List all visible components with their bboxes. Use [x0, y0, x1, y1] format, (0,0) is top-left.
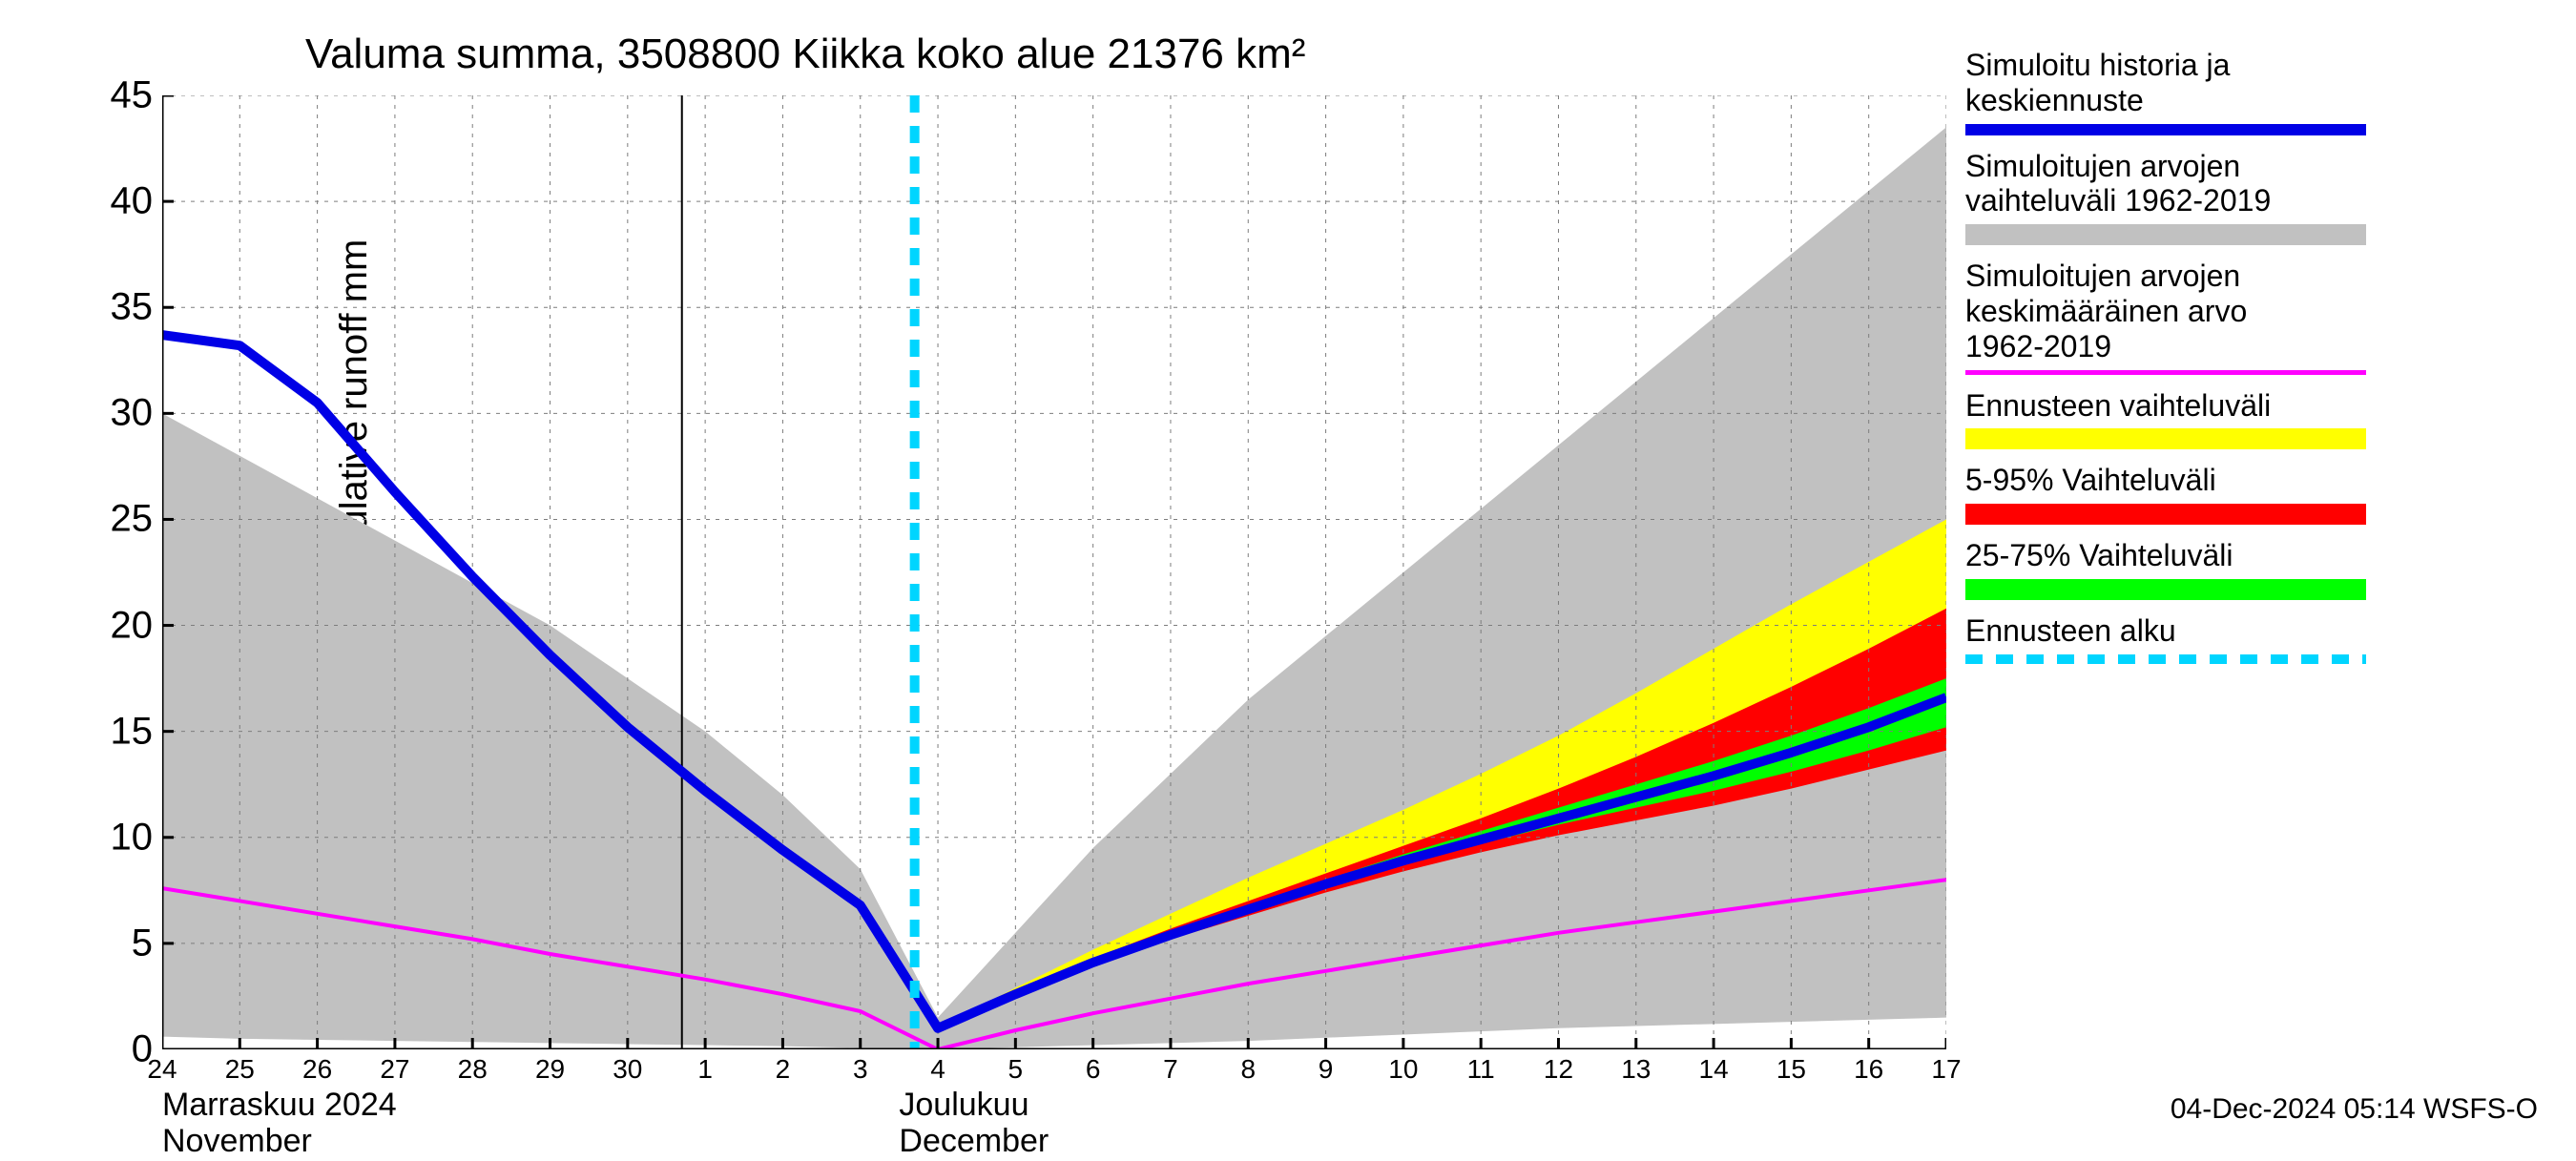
legend-item: Ennusteen alku	[1965, 613, 2557, 664]
y-tick-label: 25	[111, 498, 154, 541]
legend-item: Simuloitujen arvojenkeskimääräinen arvo …	[1965, 259, 2557, 374]
x-tick-label: 9	[1319, 1054, 1334, 1085]
y-tick-label: 5	[132, 922, 153, 964]
timestamp-label: 04-Dec-2024 05:14 WSFS-O	[2171, 1093, 2538, 1126]
y-tick-label: 15	[111, 710, 154, 753]
legend-label: Ennusteen alku	[1965, 613, 2557, 649]
legend-label: Simuloitujen arvojenvaihteluväli 1962-20…	[1965, 149, 2557, 219]
x-tick-label: 30	[613, 1054, 642, 1085]
plot-area	[162, 95, 1946, 1049]
legend-swatch	[1965, 504, 2366, 525]
legend-swatch	[1965, 124, 2366, 135]
legend-label: 5-95% Vaihteluväli	[1965, 463, 2557, 498]
x-tick-label: 29	[535, 1054, 565, 1085]
y-tick-label: 45	[111, 74, 154, 117]
x-tick-label: 24	[147, 1054, 177, 1085]
x-tick-label: 14	[1699, 1054, 1729, 1085]
legend-label: Simuloitujen arvojenkeskimääräinen arvo …	[1965, 259, 2557, 363]
x-tick-label: 28	[458, 1054, 488, 1085]
y-tick-label: 40	[111, 180, 154, 223]
legend-swatch	[1965, 428, 2366, 449]
legend-swatch	[1965, 370, 2366, 375]
month-label-top: Marraskuu 2024	[162, 1086, 397, 1125]
x-tick-label: 17	[1931, 1054, 1961, 1085]
x-tick-label: 13	[1621, 1054, 1651, 1085]
legend-item: 5-95% Vaihteluväli	[1965, 463, 2557, 525]
x-tick-label: 3	[853, 1054, 868, 1085]
legend-label: Simuloitu historia jakeskiennuste	[1965, 48, 2557, 118]
y-tick-label: 10	[111, 816, 154, 859]
x-tick-label: 10	[1388, 1054, 1418, 1085]
x-tick-label: 1	[697, 1054, 713, 1085]
y-tick-label: 30	[111, 392, 154, 435]
legend-swatch	[1965, 224, 2366, 245]
x-tick-label: 25	[225, 1054, 255, 1085]
x-tick-label: 7	[1163, 1054, 1178, 1085]
plot-svg	[162, 95, 1946, 1049]
legend-item: Ennusteen vaihteluväli	[1965, 388, 2557, 450]
legend-item: Simuloitujen arvojenvaihteluväli 1962-20…	[1965, 149, 2557, 246]
legend-swatch	[1965, 654, 2366, 664]
x-tick-label: 8	[1240, 1054, 1256, 1085]
chart-title: Valuma summa, 3508800 Kiikka koko alue 2…	[305, 31, 1305, 78]
legend: Simuloitu historia jakeskiennuste Simuloi…	[1965, 48, 2557, 677]
legend-item: Simuloitu historia jakeskiennuste	[1965, 48, 2557, 135]
chart-canvas: Valuma summa, 3508800 Kiikka koko alue 2…	[0, 0, 2576, 1145]
x-tick-label: 4	[930, 1054, 945, 1085]
legend-label: Ennusteen vaihteluväli	[1965, 388, 2557, 424]
x-tick-label: 15	[1776, 1054, 1806, 1085]
legend-label: 25-75% Vaihteluväli	[1965, 538, 2557, 573]
x-tick-label: 27	[380, 1054, 409, 1085]
legend-swatch	[1965, 579, 2366, 600]
x-tick-label: 12	[1544, 1054, 1573, 1085]
x-tick-label: 26	[302, 1054, 332, 1085]
legend-item: 25-75% Vaihteluväli	[1965, 538, 2557, 600]
y-tick-label: 20	[111, 604, 154, 647]
month-label-bottom: November	[162, 1122, 312, 1161]
x-tick-label: 6	[1086, 1054, 1101, 1085]
month-label-bottom: December	[899, 1122, 1049, 1161]
x-tick-label: 11	[1467, 1054, 1495, 1085]
y-tick-label: 35	[111, 286, 154, 329]
x-tick-label: 5	[1008, 1054, 1024, 1085]
historical-range-band	[162, 127, 1946, 1049]
x-tick-label: 2	[776, 1054, 791, 1085]
x-tick-label: 16	[1854, 1054, 1883, 1085]
month-label-top: Joulukuu	[899, 1086, 1028, 1125]
